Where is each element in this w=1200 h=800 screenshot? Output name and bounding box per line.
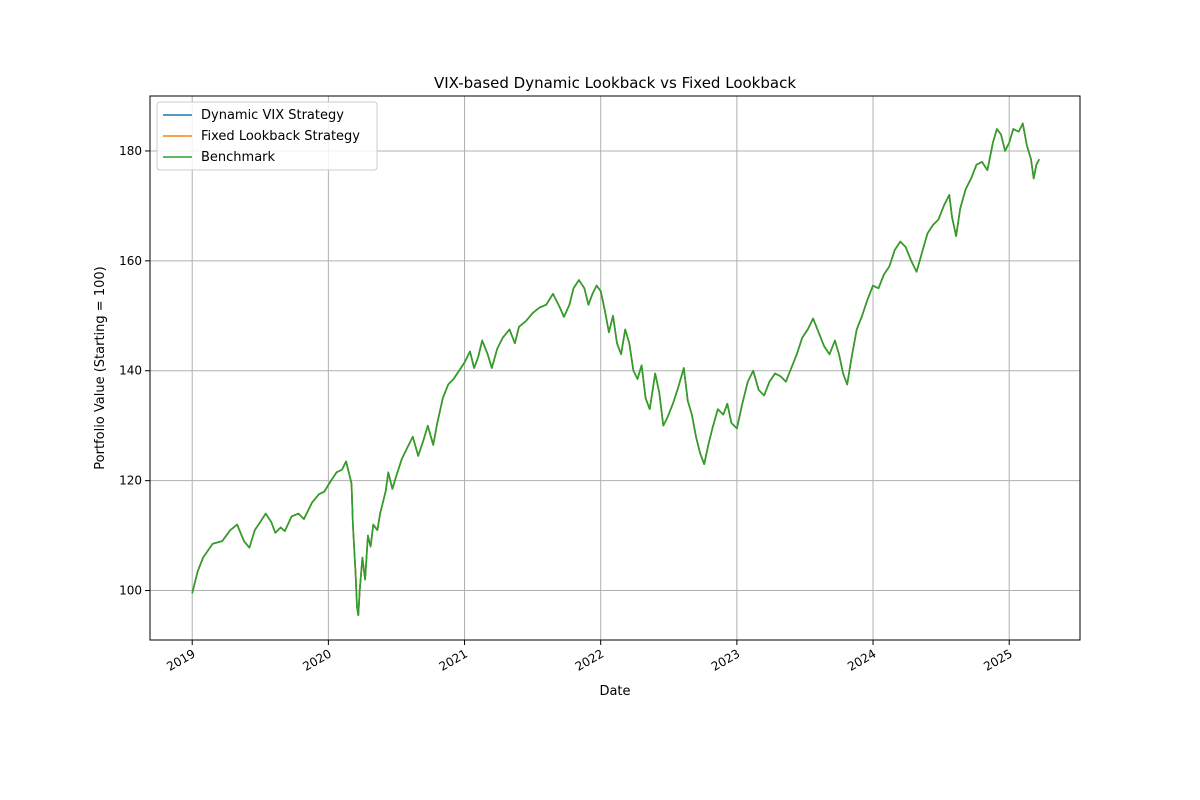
legend-label-fixed: Fixed Lookback Strategy [201, 129, 360, 144]
x-tick-label: 2024 [845, 646, 878, 673]
y-tick-label: 120 [119, 474, 142, 488]
series-lines [191, 122, 1040, 617]
y-axis-label: Portfolio Value (Starting = 100) [93, 266, 108, 469]
y-tick-label: 140 [119, 364, 142, 378]
x-axis-label: Date [599, 684, 630, 699]
series-line-dynamic-vix-strategy [191, 122, 1040, 617]
y-tick-label: 100 [119, 584, 142, 598]
chart-title: VIX-based Dynamic Lookback vs Fixed Look… [434, 74, 796, 92]
y-tick-label: 180 [119, 144, 142, 158]
series-line-fixed-lookback-strategy [191, 122, 1040, 617]
grid [150, 96, 1080, 640]
x-tick-label: 2021 [437, 646, 470, 673]
y-tick-label: 160 [119, 254, 142, 268]
x-tick-label: 2023 [709, 646, 742, 673]
plot-frame [149, 95, 1081, 641]
x-tick-label: 2019 [164, 646, 197, 673]
y-axis-ticks: 100 120 140 160 180 [119, 144, 150, 598]
x-axis-ticks: 2019 2020 2021 2022 2023 2024 2025 [164, 640, 1015, 674]
legend: Dynamic VIX Strategy Fixed Lookback Stra… [156, 101, 378, 171]
legend-label-benchmark: Benchmark [201, 150, 276, 165]
series-line-benchmark [191, 122, 1040, 617]
legend-box [156, 101, 378, 171]
x-tick-label: 2020 [300, 646, 333, 673]
legend-label-dynamic: Dynamic VIX Strategy [201, 108, 344, 123]
x-tick-label: 2025 [981, 646, 1014, 673]
x-tick-label: 2022 [573, 646, 606, 673]
